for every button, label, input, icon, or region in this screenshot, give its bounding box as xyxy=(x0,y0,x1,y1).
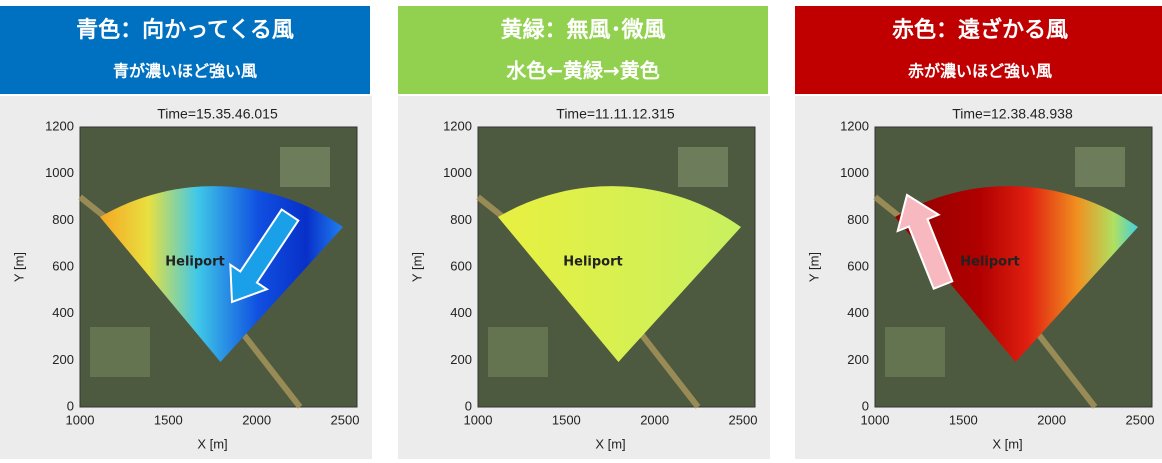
x-tick-label: 2500 xyxy=(1126,412,1155,427)
header-title: 赤色：遠ざかる風 xyxy=(892,17,1068,43)
y-tick-label: 600 xyxy=(52,258,74,273)
y-tick-label: 400 xyxy=(52,305,74,320)
y-axis-label: Y [m] xyxy=(806,252,821,282)
x-axis-label: X [m] xyxy=(595,436,625,451)
y-tick-label: 1200 xyxy=(840,118,869,133)
time-label: Time=12.38.48.938 xyxy=(952,106,1073,122)
y-axis-label: Y [m] xyxy=(409,252,424,282)
y-tick-label: 0 xyxy=(67,398,74,413)
map-patch xyxy=(1075,147,1125,187)
header-title: 黄緑：無風･微風 xyxy=(500,17,665,43)
header xyxy=(398,6,768,94)
wind-arrow xyxy=(229,208,300,304)
x-tick-label: 1000 xyxy=(464,412,493,427)
x-tick-label: 2000 xyxy=(640,412,669,427)
map-patch xyxy=(678,147,728,187)
y-tick-label: 200 xyxy=(847,352,869,367)
time-label: Time=11.11.12.315 xyxy=(556,106,675,122)
header-subtitle: 赤が濃いほど強い風 xyxy=(908,62,1052,81)
y-tick-label: 1000 xyxy=(443,165,472,180)
x-tick-label: 2000 xyxy=(242,412,271,427)
y-tick-label: 1200 xyxy=(443,118,472,133)
wind-sector xyxy=(895,186,1138,362)
x-tick-label: 1500 xyxy=(949,412,978,427)
x-tick-label: 2000 xyxy=(1037,412,1066,427)
y-tick-label: 200 xyxy=(450,352,472,367)
x-tick-label: 1500 xyxy=(154,412,183,427)
y-tick-label: 600 xyxy=(847,258,869,273)
y-tick-label: 400 xyxy=(847,305,869,320)
header-subtitle: 青が濃いほど強い風 xyxy=(113,62,257,81)
y-tick-label: 0 xyxy=(862,398,869,413)
map-patch xyxy=(280,147,330,187)
site-label: Heliport xyxy=(165,255,224,270)
y-tick-label: 0 xyxy=(465,398,472,413)
y-tick-label: 400 xyxy=(450,305,472,320)
y-tick-label: 800 xyxy=(52,212,74,227)
y-tick-label: 600 xyxy=(450,258,472,273)
x-tick-label: 1500 xyxy=(552,412,581,427)
header-subtitle: 水色←黄緑→黄色 xyxy=(506,59,660,83)
x-axis-label: X [m] xyxy=(197,436,227,451)
header-title: 青色：向かってくる風 xyxy=(76,17,294,43)
x-axis-label: X [m] xyxy=(992,436,1022,451)
site-label: Heliport xyxy=(563,255,622,270)
y-tick-label: 1000 xyxy=(840,165,869,180)
map-patch xyxy=(90,327,150,377)
header xyxy=(0,6,370,94)
map-patch xyxy=(885,327,945,377)
x-tick-label: 2500 xyxy=(331,412,360,427)
x-tick-label: 1000 xyxy=(861,412,890,427)
y-tick-label: 800 xyxy=(847,212,869,227)
y-tick-label: 1200 xyxy=(45,118,74,133)
wind-arrow xyxy=(896,193,954,291)
y-tick-label: 200 xyxy=(52,352,74,367)
x-tick-label: 1000 xyxy=(66,412,95,427)
header xyxy=(795,6,1162,94)
time-label: Time=15.35.46.015 xyxy=(157,106,278,122)
y-tick-label: 1000 xyxy=(45,165,74,180)
x-tick-label: 2500 xyxy=(729,412,758,427)
y-axis-label: Y [m] xyxy=(11,252,26,282)
wind-sector xyxy=(498,186,741,362)
map-patch xyxy=(488,327,548,377)
site-label: Heliport xyxy=(960,255,1019,270)
y-tick-label: 800 xyxy=(450,212,472,227)
